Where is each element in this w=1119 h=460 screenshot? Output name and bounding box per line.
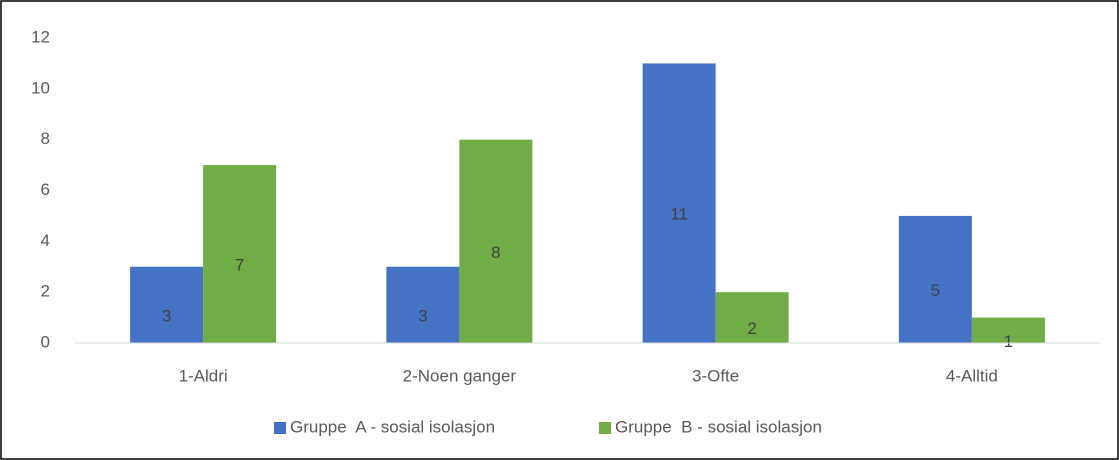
data-label: 5: [931, 281, 940, 300]
bar: [203, 165, 277, 343]
bar: [898, 215, 972, 343]
data-label: 3: [418, 306, 427, 325]
bar: [386, 266, 460, 343]
data-label: 7: [235, 256, 244, 275]
y-tick-label: 12: [31, 27, 50, 46]
legend-label: Gruppe B - sosial isolasjon: [615, 417, 822, 436]
bar: [715, 292, 789, 343]
y-tick-label: 4: [41, 231, 50, 250]
legend-swatch: [599, 422, 611, 434]
x-tick-label: 1-Aldri: [179, 366, 228, 385]
data-label: 2: [747, 319, 756, 338]
legend-label: Gruppe A - sosial isolasjon: [290, 417, 495, 436]
bar: [459, 139, 533, 343]
x-tick-label: 4-Alltid: [946, 366, 998, 385]
bar: [130, 266, 204, 343]
y-tick-label: 8: [41, 129, 50, 148]
data-label: 8: [491, 243, 500, 262]
y-tick-label: 6: [41, 180, 50, 199]
data-label: 11: [670, 205, 688, 224]
data-label: 3: [162, 306, 171, 325]
x-tick-label: 2-Noen ganger: [403, 366, 517, 385]
bar: [642, 63, 716, 344]
bar: [971, 317, 1045, 343]
data-label: 1: [1004, 332, 1013, 351]
x-tick-label: 3-Ofte: [692, 366, 739, 385]
y-tick-label: 10: [31, 78, 50, 97]
y-tick-label: 2: [41, 282, 50, 301]
legend-swatch: [274, 422, 286, 434]
y-tick-label: 0: [41, 332, 50, 351]
